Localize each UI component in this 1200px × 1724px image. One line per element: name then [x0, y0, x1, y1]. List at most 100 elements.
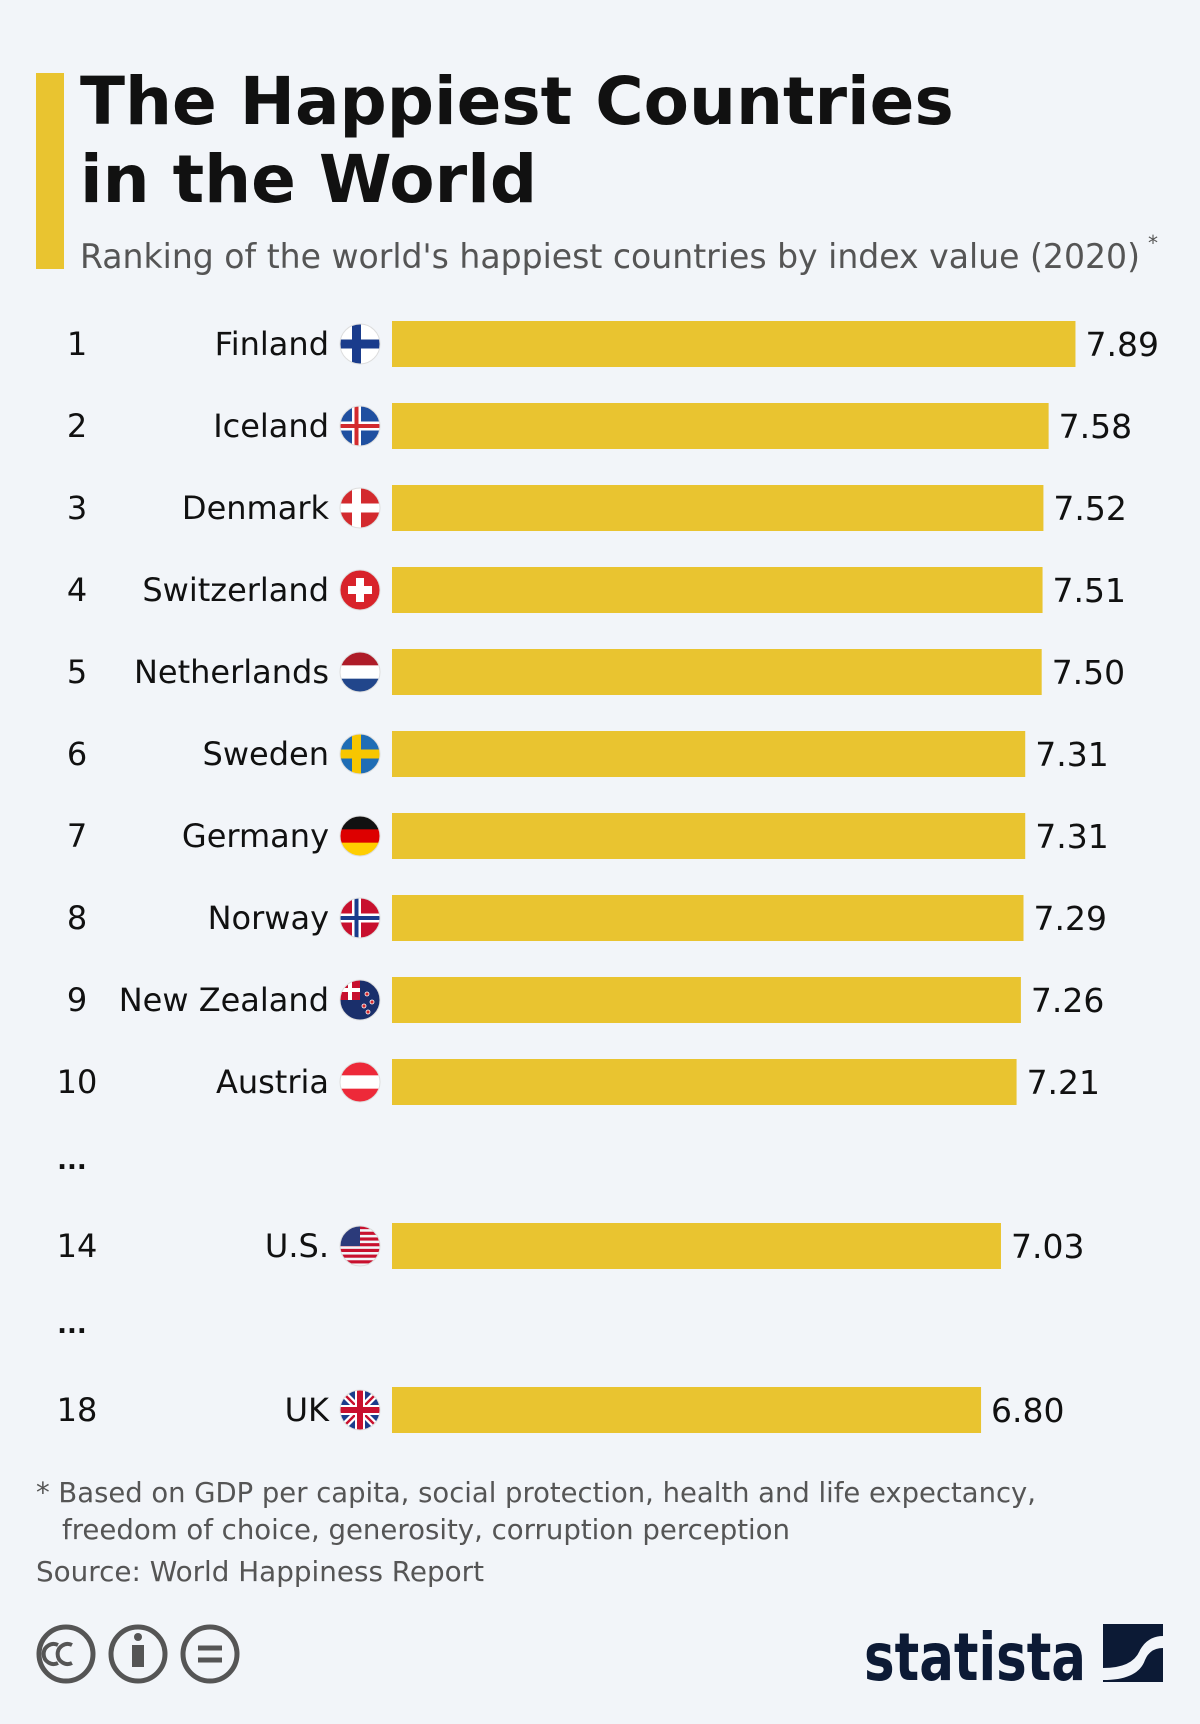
rank: 5 [67, 653, 87, 691]
value-label: 7.89 [1085, 325, 1158, 364]
bar [392, 567, 1043, 613]
rank: 7 [67, 817, 87, 855]
flag-part [364, 991, 370, 997]
bar [392, 731, 1026, 777]
footnote: freedom of choice, generosity, corruptio… [62, 1513, 790, 1546]
brand-logo [1103, 1624, 1163, 1682]
flag-outline [339, 815, 381, 857]
flag [340, 488, 380, 528]
bar [392, 485, 1044, 531]
subtitle-mark: * [1148, 231, 1158, 255]
bar [392, 977, 1021, 1023]
category-label: Norway [208, 899, 329, 937]
flag-part [340, 678, 380, 692]
gap-marker: ... [57, 1310, 87, 1340]
flag-part [340, 1260, 380, 1264]
rank: 4 [67, 571, 87, 609]
rank: 2 [67, 407, 87, 445]
flag-outline [339, 979, 381, 1021]
flag-part [340, 652, 380, 666]
title-line: The Happiest Countries [80, 63, 954, 140]
value-label: 7.26 [1031, 981, 1104, 1020]
bar [392, 1223, 1001, 1269]
rank: 14 [57, 1227, 98, 1265]
flag-part [340, 816, 380, 830]
category-label: Austria [216, 1063, 329, 1101]
value-label: 7.29 [1033, 899, 1106, 938]
flag [340, 1390, 380, 1430]
category-label: Iceland [213, 407, 329, 445]
bar [392, 649, 1042, 695]
bar [392, 1059, 1017, 1105]
bar [392, 1387, 982, 1433]
flag-outline [339, 405, 381, 447]
flag [340, 734, 380, 774]
license-icons [36, 1624, 240, 1684]
flag-outline [339, 569, 381, 611]
value-label: 7.21 [1027, 1063, 1100, 1102]
flag-part [340, 1088, 380, 1102]
rank: 1 [67, 325, 87, 363]
flag-part [365, 1009, 371, 1015]
flag [340, 652, 380, 692]
flag-part [340, 749, 380, 759]
flag [340, 570, 380, 610]
flag-outline [339, 1389, 381, 1431]
flag-part [340, 503, 380, 513]
category-label: Denmark [182, 489, 330, 527]
value-label: 7.03 [1011, 1227, 1084, 1266]
flag [340, 1062, 380, 1102]
footnote: * Based on GDP per capita, social protec… [36, 1476, 1036, 1509]
bar [392, 403, 1049, 449]
flag-part [340, 424, 380, 428]
category-label: Netherlands [134, 653, 329, 691]
flag-part [369, 999, 375, 1005]
flag [340, 816, 380, 856]
flag-outline [339, 733, 381, 775]
value-label: 7.31 [1035, 735, 1108, 774]
flag-outline [339, 323, 381, 365]
rank: 8 [67, 899, 87, 937]
flag-outline [339, 651, 381, 693]
flag-part [348, 980, 352, 1000]
flag-part [340, 916, 380, 920]
flag-outline [339, 487, 381, 529]
category-label: Finland [215, 325, 329, 363]
brand: statista [864, 1619, 1086, 1696]
title-line: in the World [80, 141, 537, 218]
bar [392, 321, 1076, 367]
subtitle: Ranking of the world's happiest countrie… [80, 237, 1140, 277]
value-label: 7.58 [1059, 407, 1132, 446]
gap-marker: ... [57, 1146, 87, 1176]
flag-outline [339, 1061, 381, 1103]
flag-part [340, 1062, 380, 1076]
flag [340, 324, 380, 364]
value-label: 7.51 [1053, 571, 1126, 610]
flag-part [340, 1407, 380, 1413]
bar [392, 895, 1024, 941]
value-label: 7.31 [1035, 817, 1108, 856]
flag-part [340, 339, 380, 349]
bar [392, 813, 1026, 859]
flag-outline [339, 1225, 381, 1267]
flag [340, 406, 380, 446]
category-label: U.S. [265, 1227, 329, 1265]
flag-part [340, 842, 380, 856]
value-label: 7.52 [1053, 489, 1126, 528]
rank: 6 [67, 735, 87, 773]
category-label: Germany [182, 817, 329, 855]
category-label: UK [285, 1391, 330, 1429]
flag-part [361, 1003, 367, 1009]
flag-part [340, 1248, 380, 1253]
title-accent [36, 73, 64, 269]
value-label: 7.50 [1052, 653, 1125, 692]
flag-outline [339, 897, 381, 939]
rank: 10 [57, 1063, 98, 1101]
flag-part [340, 829, 380, 844]
category-label: Switzerland [142, 571, 329, 609]
rank: 3 [67, 489, 87, 527]
rank: 9 [67, 981, 87, 1019]
flag-part [340, 1254, 380, 1258]
